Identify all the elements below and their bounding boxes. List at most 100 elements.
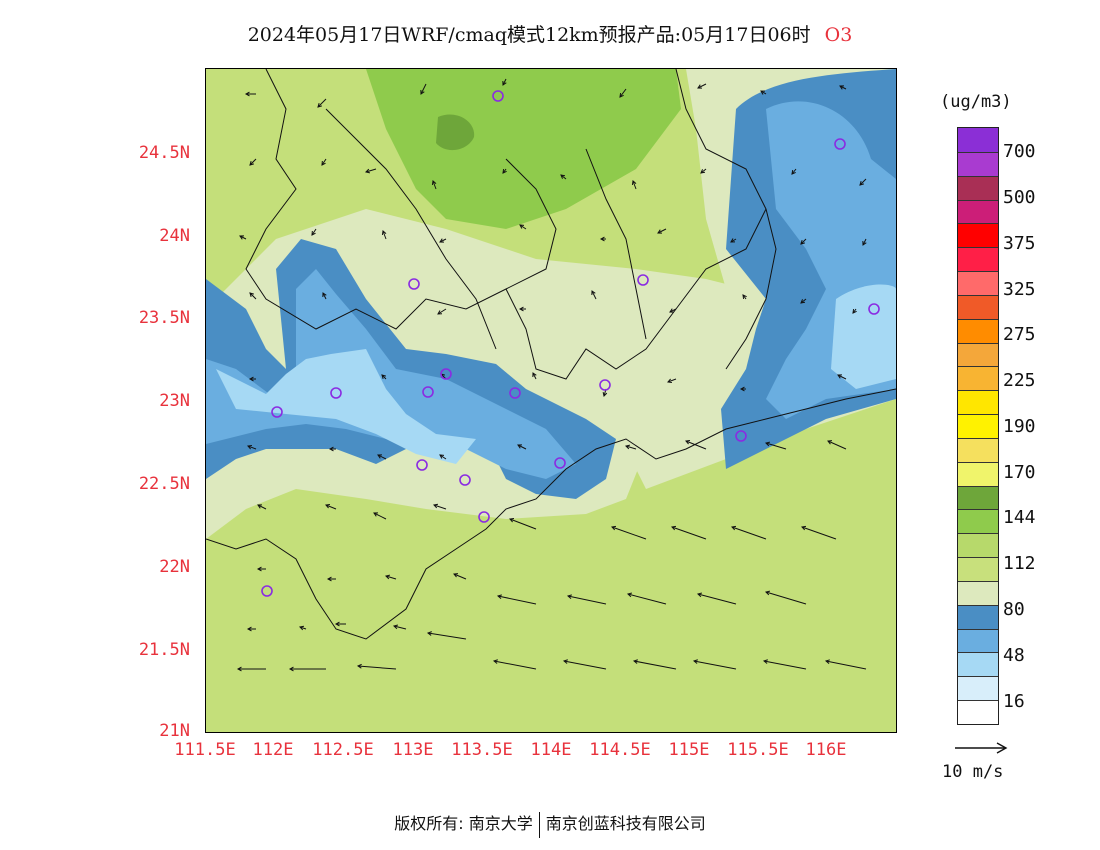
colorbar <box>957 127 999 725</box>
wind-arrow-head <box>426 631 432 636</box>
copyright-label: 版权所有: <box>394 814 464 833</box>
wind-arrow-head <box>420 89 425 95</box>
wind-arrow <box>239 235 247 240</box>
wind-arrow <box>560 174 567 180</box>
wind-arrow <box>627 593 667 605</box>
lon-tick-label: 112.5E <box>312 740 374 760</box>
lon-tick-label: 113.5E <box>451 740 513 760</box>
wind-arrow-head <box>502 80 507 86</box>
wind-arrow-head <box>257 504 263 509</box>
wind-arrow <box>839 85 847 90</box>
wind-arrow-head <box>859 181 864 186</box>
wind-arrow-head <box>431 180 437 186</box>
wind-arrow <box>373 512 387 520</box>
map-title: 2024年05月17日WRF/cmaq模式12km预报产品:05月17日06时 O… <box>0 20 1100 47</box>
colorbar-segment <box>958 676 998 701</box>
wind-arrow <box>322 292 327 300</box>
ozone-band-16-east <box>831 284 896 389</box>
lat-tick-label: 21.5N <box>138 640 190 660</box>
wind-arrow <box>862 238 867 246</box>
lat-tick-label: 23N <box>159 391 190 411</box>
ozone-band-16 <box>216 349 476 464</box>
colorbar-segment <box>958 533 998 558</box>
lat-tick-label: 24.5N <box>138 143 190 163</box>
colorbar-segment <box>958 604 998 629</box>
wind-arrow <box>509 518 537 530</box>
wind-arrow-head <box>356 663 362 669</box>
colorbar-segment <box>958 294 998 319</box>
wind-vectors <box>236 78 867 672</box>
wind-arrow-head <box>669 308 675 313</box>
colorbar-label: 700 <box>1003 141 1036 162</box>
wind-arrow <box>420 83 427 95</box>
wind-arrow-head <box>837 374 843 379</box>
wind-arrow <box>632 180 637 190</box>
org-chuanglan: 南京创蓝科技有限公司 <box>545 814 706 833</box>
wind-arrow-head <box>381 230 387 236</box>
colorbar-segment <box>958 580 998 605</box>
colorbar-label: 112 <box>1003 553 1036 574</box>
colorbar-label: 325 <box>1003 279 1036 300</box>
colorbar-segment <box>958 652 998 677</box>
colorbar-segment <box>958 509 998 534</box>
wind-arrow-head <box>248 376 254 382</box>
wind-arrow-head <box>566 594 572 599</box>
wind-arrow-head <box>247 444 253 450</box>
wind-arrow <box>247 445 257 450</box>
wind-arrow <box>619 88 627 98</box>
wind-arrow-head <box>839 85 845 90</box>
station-marker <box>637 274 649 286</box>
wind-arrow-head <box>288 666 294 672</box>
species-label: O3 <box>824 24 853 46</box>
wind-arrow-head <box>742 294 747 300</box>
wind-arrow-head <box>439 238 445 243</box>
wind-arrow-head <box>365 168 371 174</box>
wind-reference-label: 10 m/s <box>942 762 1004 782</box>
wind-arrow <box>249 292 257 300</box>
colorbar-segment <box>958 318 998 343</box>
wind-arrow-head <box>532 372 537 378</box>
colorbar-segment <box>958 271 998 295</box>
wind-arrow <box>800 298 807 304</box>
wind-arrow-head <box>765 441 771 447</box>
station-marker <box>834 138 846 150</box>
wind-arrow-head <box>862 240 867 246</box>
wind-arrow <box>519 224 527 230</box>
colorbar-segment <box>958 628 998 653</box>
wind-arrow <box>671 526 707 540</box>
wind-arrow-head <box>611 525 617 531</box>
colorbar-segment <box>958 175 998 200</box>
colorbar-segment <box>958 461 998 486</box>
station-marker <box>478 511 490 523</box>
station-marker <box>509 387 521 399</box>
wind-arrow-head <box>599 236 605 242</box>
wind-arrow <box>439 454 447 460</box>
wind-arrow-head <box>765 590 771 596</box>
wind-arrow-head <box>560 174 566 179</box>
wind-arrow-head <box>739 386 745 392</box>
wind-arrow-head <box>730 238 736 243</box>
footer-divider <box>538 811 540 838</box>
wind-arrow-head <box>626 592 633 598</box>
colorbar-label: 16 <box>1003 691 1025 712</box>
wind-arrow-head <box>381 374 386 379</box>
org-nju: 南京大学 <box>468 814 533 833</box>
wind-arrow <box>667 378 677 383</box>
wind-arrow-head <box>239 235 245 240</box>
wind-arrow <box>693 660 737 670</box>
wind-arrow <box>385 575 397 580</box>
wind-arrow <box>669 308 677 313</box>
wind-arrow <box>377 454 387 460</box>
wind-arrow <box>432 180 437 190</box>
wind-arrow <box>791 168 797 175</box>
wind-arrow <box>311 228 317 236</box>
wind-arrow <box>532 372 537 380</box>
wind-arrow-head <box>249 292 254 297</box>
wind-arrow-head <box>492 659 498 664</box>
lat-tick-label: 23.5N <box>138 308 190 328</box>
station-marker <box>271 406 283 418</box>
colorbar-unit: (ug/m3) <box>940 92 1012 112</box>
wind-arrow <box>493 660 537 670</box>
wind-arrow-head <box>801 525 807 531</box>
wind-arrow-head <box>244 91 250 97</box>
